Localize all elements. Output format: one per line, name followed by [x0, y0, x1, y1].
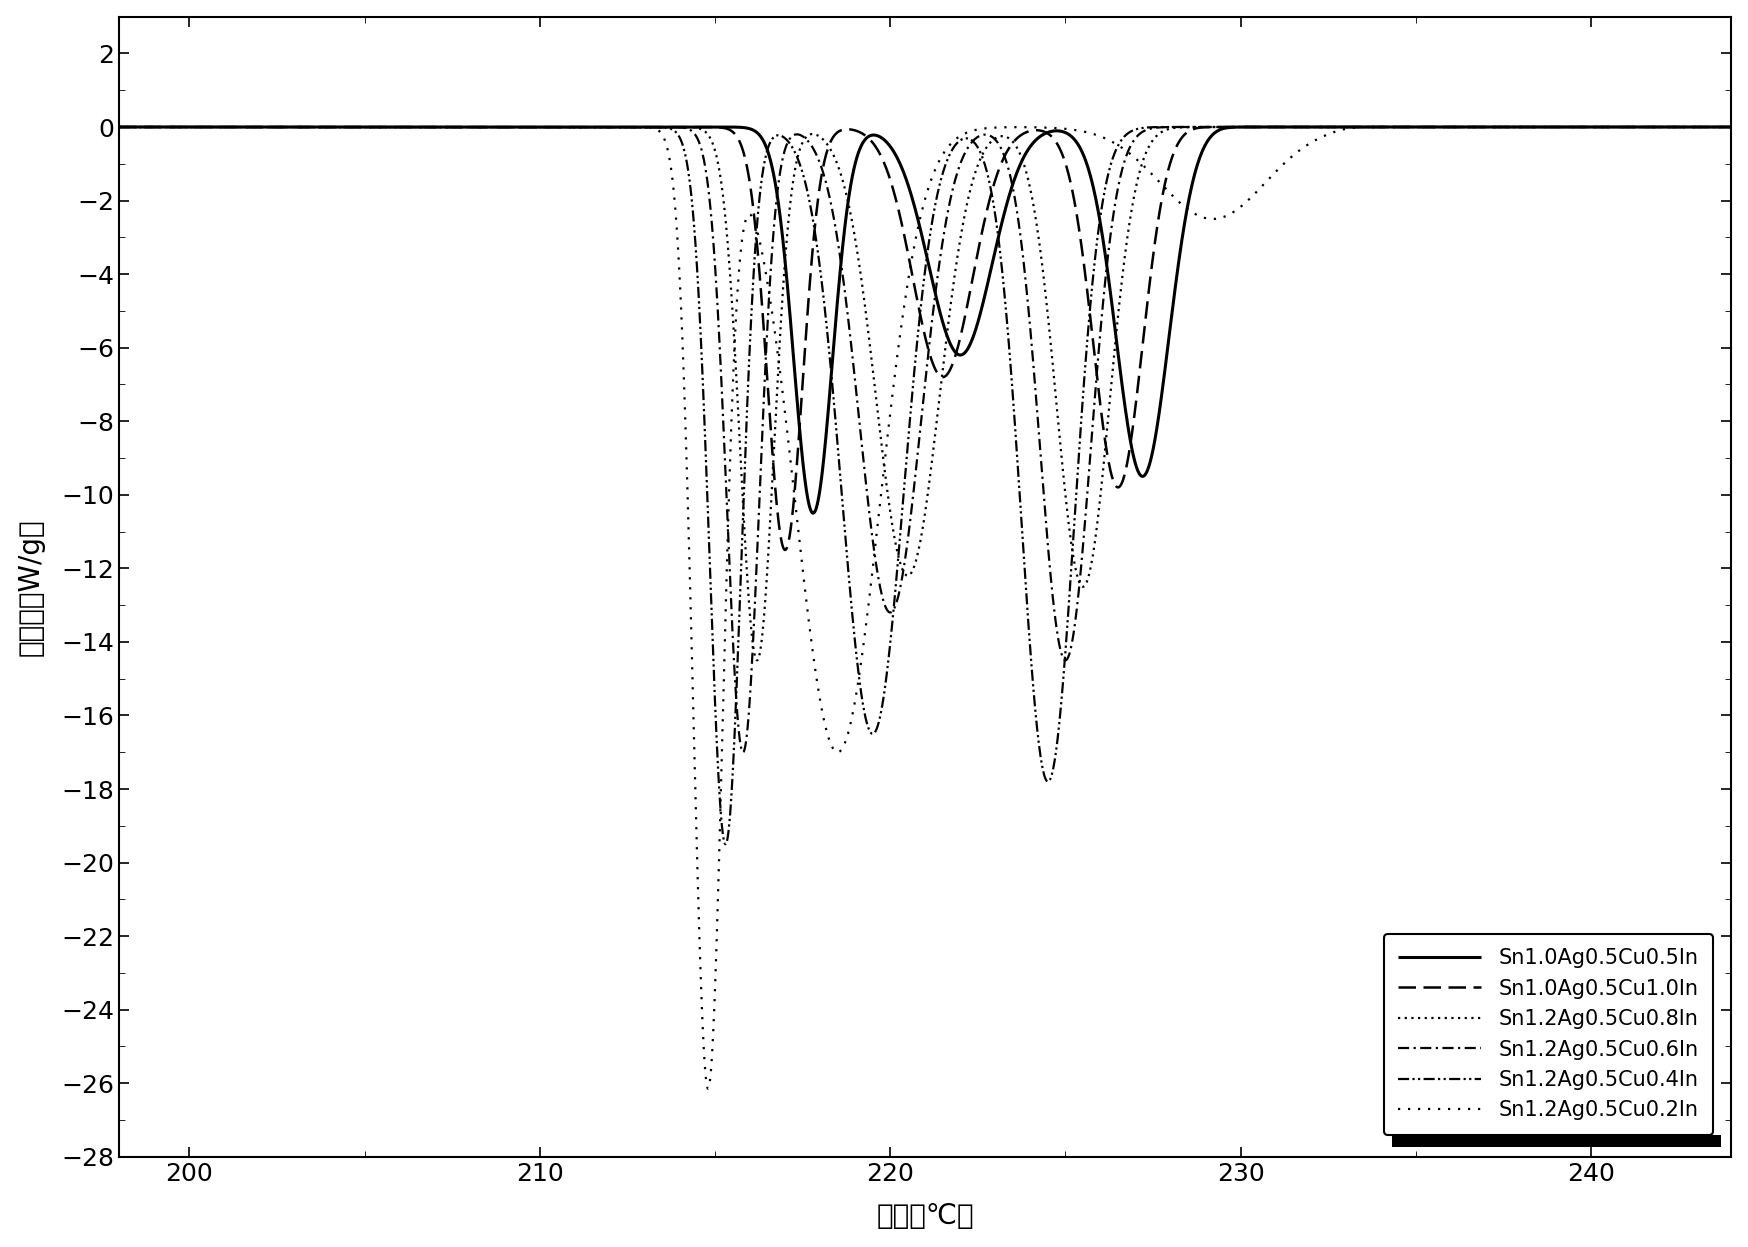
Sn1.2Ag0.5Cu0.4In	[715, 837, 736, 852]
Sn1.2Ag0.5Cu0.4In	[1435, 120, 1456, 135]
Sn1.0Ag0.5Cu0.5In	[402, 120, 423, 135]
Sn1.2Ag0.5Cu0.4In	[1075, 344, 1096, 359]
Sn1.2Ag0.5Cu0.6In	[1157, 120, 1178, 135]
Sn1.2Ag0.5Cu0.2In	[1313, 130, 1334, 145]
Sn1.2Ag0.5Cu0.6In	[1435, 120, 1456, 135]
Line: Sn1.2Ag0.5Cu0.6In: Sn1.2Ag0.5Cu0.6In	[119, 127, 1731, 752]
Sn1.2Ag0.5Cu0.4In	[402, 120, 423, 135]
Sn1.2Ag0.5Cu0.8In	[1720, 120, 1741, 135]
Sn1.0Ag0.5Cu0.5In	[725, 120, 746, 135]
Sn1.2Ag0.5Cu0.2In	[1720, 120, 1741, 135]
Sn1.0Ag0.5Cu0.5In	[108, 120, 129, 135]
Sn1.0Ag0.5Cu0.5In	[802, 506, 823, 521]
Sn1.2Ag0.5Cu0.4In	[725, 707, 746, 722]
Sn1.2Ag0.5Cu0.4In	[108, 120, 129, 135]
Sn1.2Ag0.5Cu0.8In	[1157, 122, 1178, 137]
Y-axis label: 热流量（W/g）: 热流量（W/g）	[17, 518, 45, 656]
Sn1.0Ag0.5Cu1.0In	[108, 120, 129, 135]
Sn1.2Ag0.5Cu0.2In	[725, 319, 746, 334]
Sn1.2Ag0.5Cu0.8In	[108, 120, 129, 135]
Sn1.2Ag0.5Cu0.6In	[108, 120, 129, 135]
Sn1.2Ag0.5Cu0.2In	[1435, 120, 1456, 135]
Sn1.2Ag0.5Cu0.2In	[1075, 125, 1096, 140]
Sn1.2Ag0.5Cu0.4In	[1720, 120, 1741, 135]
Sn1.2Ag0.5Cu0.8In	[1435, 120, 1456, 135]
Sn1.2Ag0.5Cu0.6In	[1313, 120, 1334, 135]
Line: Sn1.2Ag0.5Cu0.8In: Sn1.2Ag0.5Cu0.8In	[119, 127, 1731, 661]
Sn1.2Ag0.5Cu0.6In	[1720, 120, 1741, 135]
Sn1.2Ag0.5Cu0.8In	[725, 348, 746, 363]
X-axis label: 温度（℃）: 温度（℃）	[876, 1202, 974, 1231]
Sn1.2Ag0.5Cu0.2In	[697, 1081, 718, 1096]
Sn1.0Ag0.5Cu1.0In	[402, 120, 423, 135]
Sn1.0Ag0.5Cu1.0In	[1157, 163, 1178, 178]
Sn1.0Ag0.5Cu0.5In	[1157, 338, 1178, 353]
Sn1.2Ag0.5Cu0.4In	[1157, 120, 1178, 135]
Sn1.0Ag0.5Cu1.0In	[1075, 276, 1096, 291]
Sn1.0Ag0.5Cu1.0In	[774, 542, 795, 557]
Sn1.2Ag0.5Cu0.6In	[402, 120, 423, 135]
Sn1.2Ag0.5Cu0.2In	[402, 120, 423, 135]
Sn1.0Ag0.5Cu0.5In	[1313, 120, 1334, 135]
Sn1.0Ag0.5Cu0.5In	[1075, 155, 1096, 170]
Sn1.2Ag0.5Cu0.6In	[732, 744, 753, 759]
Line: Sn1.0Ag0.5Cu1.0In: Sn1.0Ag0.5Cu1.0In	[119, 127, 1731, 550]
Sn1.0Ag0.5Cu0.5In	[1720, 120, 1741, 135]
Sn1.0Ag0.5Cu0.5In	[1435, 120, 1456, 135]
Line: Sn1.0Ag0.5Cu0.5In: Sn1.0Ag0.5Cu0.5In	[119, 127, 1731, 514]
Sn1.2Ag0.5Cu0.8In	[402, 120, 423, 135]
Sn1.2Ag0.5Cu0.8In	[1075, 575, 1096, 590]
Line: Sn1.2Ag0.5Cu0.2In: Sn1.2Ag0.5Cu0.2In	[119, 127, 1731, 1089]
Sn1.0Ag0.5Cu1.0In	[1720, 120, 1741, 135]
Sn1.0Ag0.5Cu1.0In	[725, 127, 746, 142]
Sn1.2Ag0.5Cu0.6In	[1075, 498, 1096, 513]
Sn1.2Ag0.5Cu0.8In	[746, 653, 767, 668]
Sn1.2Ag0.5Cu0.2In	[1157, 183, 1178, 198]
Sn1.2Ag0.5Cu0.6In	[725, 675, 746, 690]
Line: Sn1.2Ag0.5Cu0.4In: Sn1.2Ag0.5Cu0.4In	[119, 127, 1731, 844]
Sn1.0Ag0.5Cu1.0In	[1435, 120, 1456, 135]
Sn1.2Ag0.5Cu0.4In	[1313, 120, 1334, 135]
Sn1.0Ag0.5Cu1.0In	[1313, 120, 1334, 135]
Sn1.2Ag0.5Cu0.2In	[108, 120, 129, 135]
Sn1.2Ag0.5Cu0.8In	[1313, 120, 1334, 135]
Legend: Sn1.0Ag0.5Cu0.5In, Sn1.0Ag0.5Cu1.0In, Sn1.2Ag0.5Cu0.8In, Sn1.2Ag0.5Cu0.6In, Sn1.: Sn1.0Ag0.5Cu0.5In, Sn1.0Ag0.5Cu1.0In, Sn…	[1384, 934, 1713, 1135]
